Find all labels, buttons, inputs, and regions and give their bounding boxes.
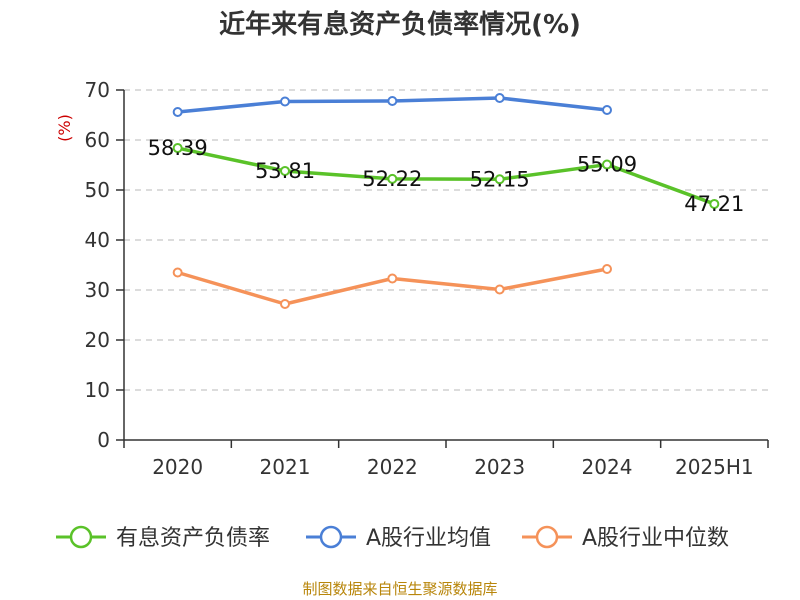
legend-swatch-marker: [69, 525, 93, 549]
y-tick-label: 0: [97, 428, 110, 452]
axes: 0 10 20 30 40 50 60 70 2020 2021 2022 2023 2024 2025H…: [85, 78, 769, 479]
y-tick-label: 40: [85, 228, 110, 252]
data-point: [602, 264, 612, 274]
legend-label: A股行业均值: [366, 526, 491, 551]
data-labels: 58.39 53.81 52.22 52.15 55.09 47.21: [148, 136, 745, 216]
legend-label: 有息资产负债率: [116, 526, 270, 551]
data-point: [280, 165, 290, 176]
y-tick-label: 10: [85, 378, 110, 402]
data-label: 52.22: [362, 167, 422, 191]
legend-label: A股行业中位数: [582, 526, 729, 551]
data-label: 58.39: [148, 136, 208, 160]
series-group: [172, 93, 720, 309]
y-tick-label: 30: [85, 278, 110, 302]
data-point: [602, 105, 612, 115]
source-note: 制图数据来自恒生聚源数据库: [302, 580, 497, 598]
x-tick-label: 2021: [260, 455, 311, 479]
data-point: [387, 96, 398, 106]
data-point: [494, 174, 505, 185]
data-point: [494, 284, 505, 295]
x-tick-label: 2020: [152, 455, 203, 479]
data-label: 55.09: [577, 153, 637, 177]
data-label: 53.81: [255, 159, 315, 183]
data-point: [172, 107, 183, 117]
data-point: [172, 143, 183, 154]
data-point: [602, 159, 612, 170]
data-point: [709, 198, 720, 209]
legend-swatch-marker: [319, 525, 343, 549]
y-tick-label: 70: [85, 78, 110, 102]
y-tick-label: 60: [85, 128, 110, 152]
y-tick-label: 50: [85, 178, 110, 202]
data-point: [387, 173, 398, 184]
x-tick-label: 2022: [367, 455, 418, 479]
legend-swatch-marker: [535, 525, 559, 549]
x-tick-label: 2024: [582, 455, 633, 479]
data-point: [172, 267, 183, 278]
grid-lines: [124, 89, 768, 391]
data-point: [280, 96, 290, 107]
data-label: 52.15: [470, 167, 530, 191]
x-tick-label: 2025H1: [675, 455, 754, 479]
data-point: [387, 273, 398, 284]
series-line: [177, 146, 715, 206]
legend: 有息资产负债率 A股行业均值 A股行业中位数: [56, 525, 729, 551]
data-point: [494, 93, 505, 103]
data-label: 47.21: [684, 192, 744, 216]
data-point: [280, 299, 290, 309]
y-axis-label: (%): [55, 114, 74, 142]
x-tick-label: 2023: [474, 455, 525, 479]
chart-title: 近年来有息资产负债率情况(%): [219, 9, 581, 40]
y-tick-label: 20: [85, 328, 110, 352]
